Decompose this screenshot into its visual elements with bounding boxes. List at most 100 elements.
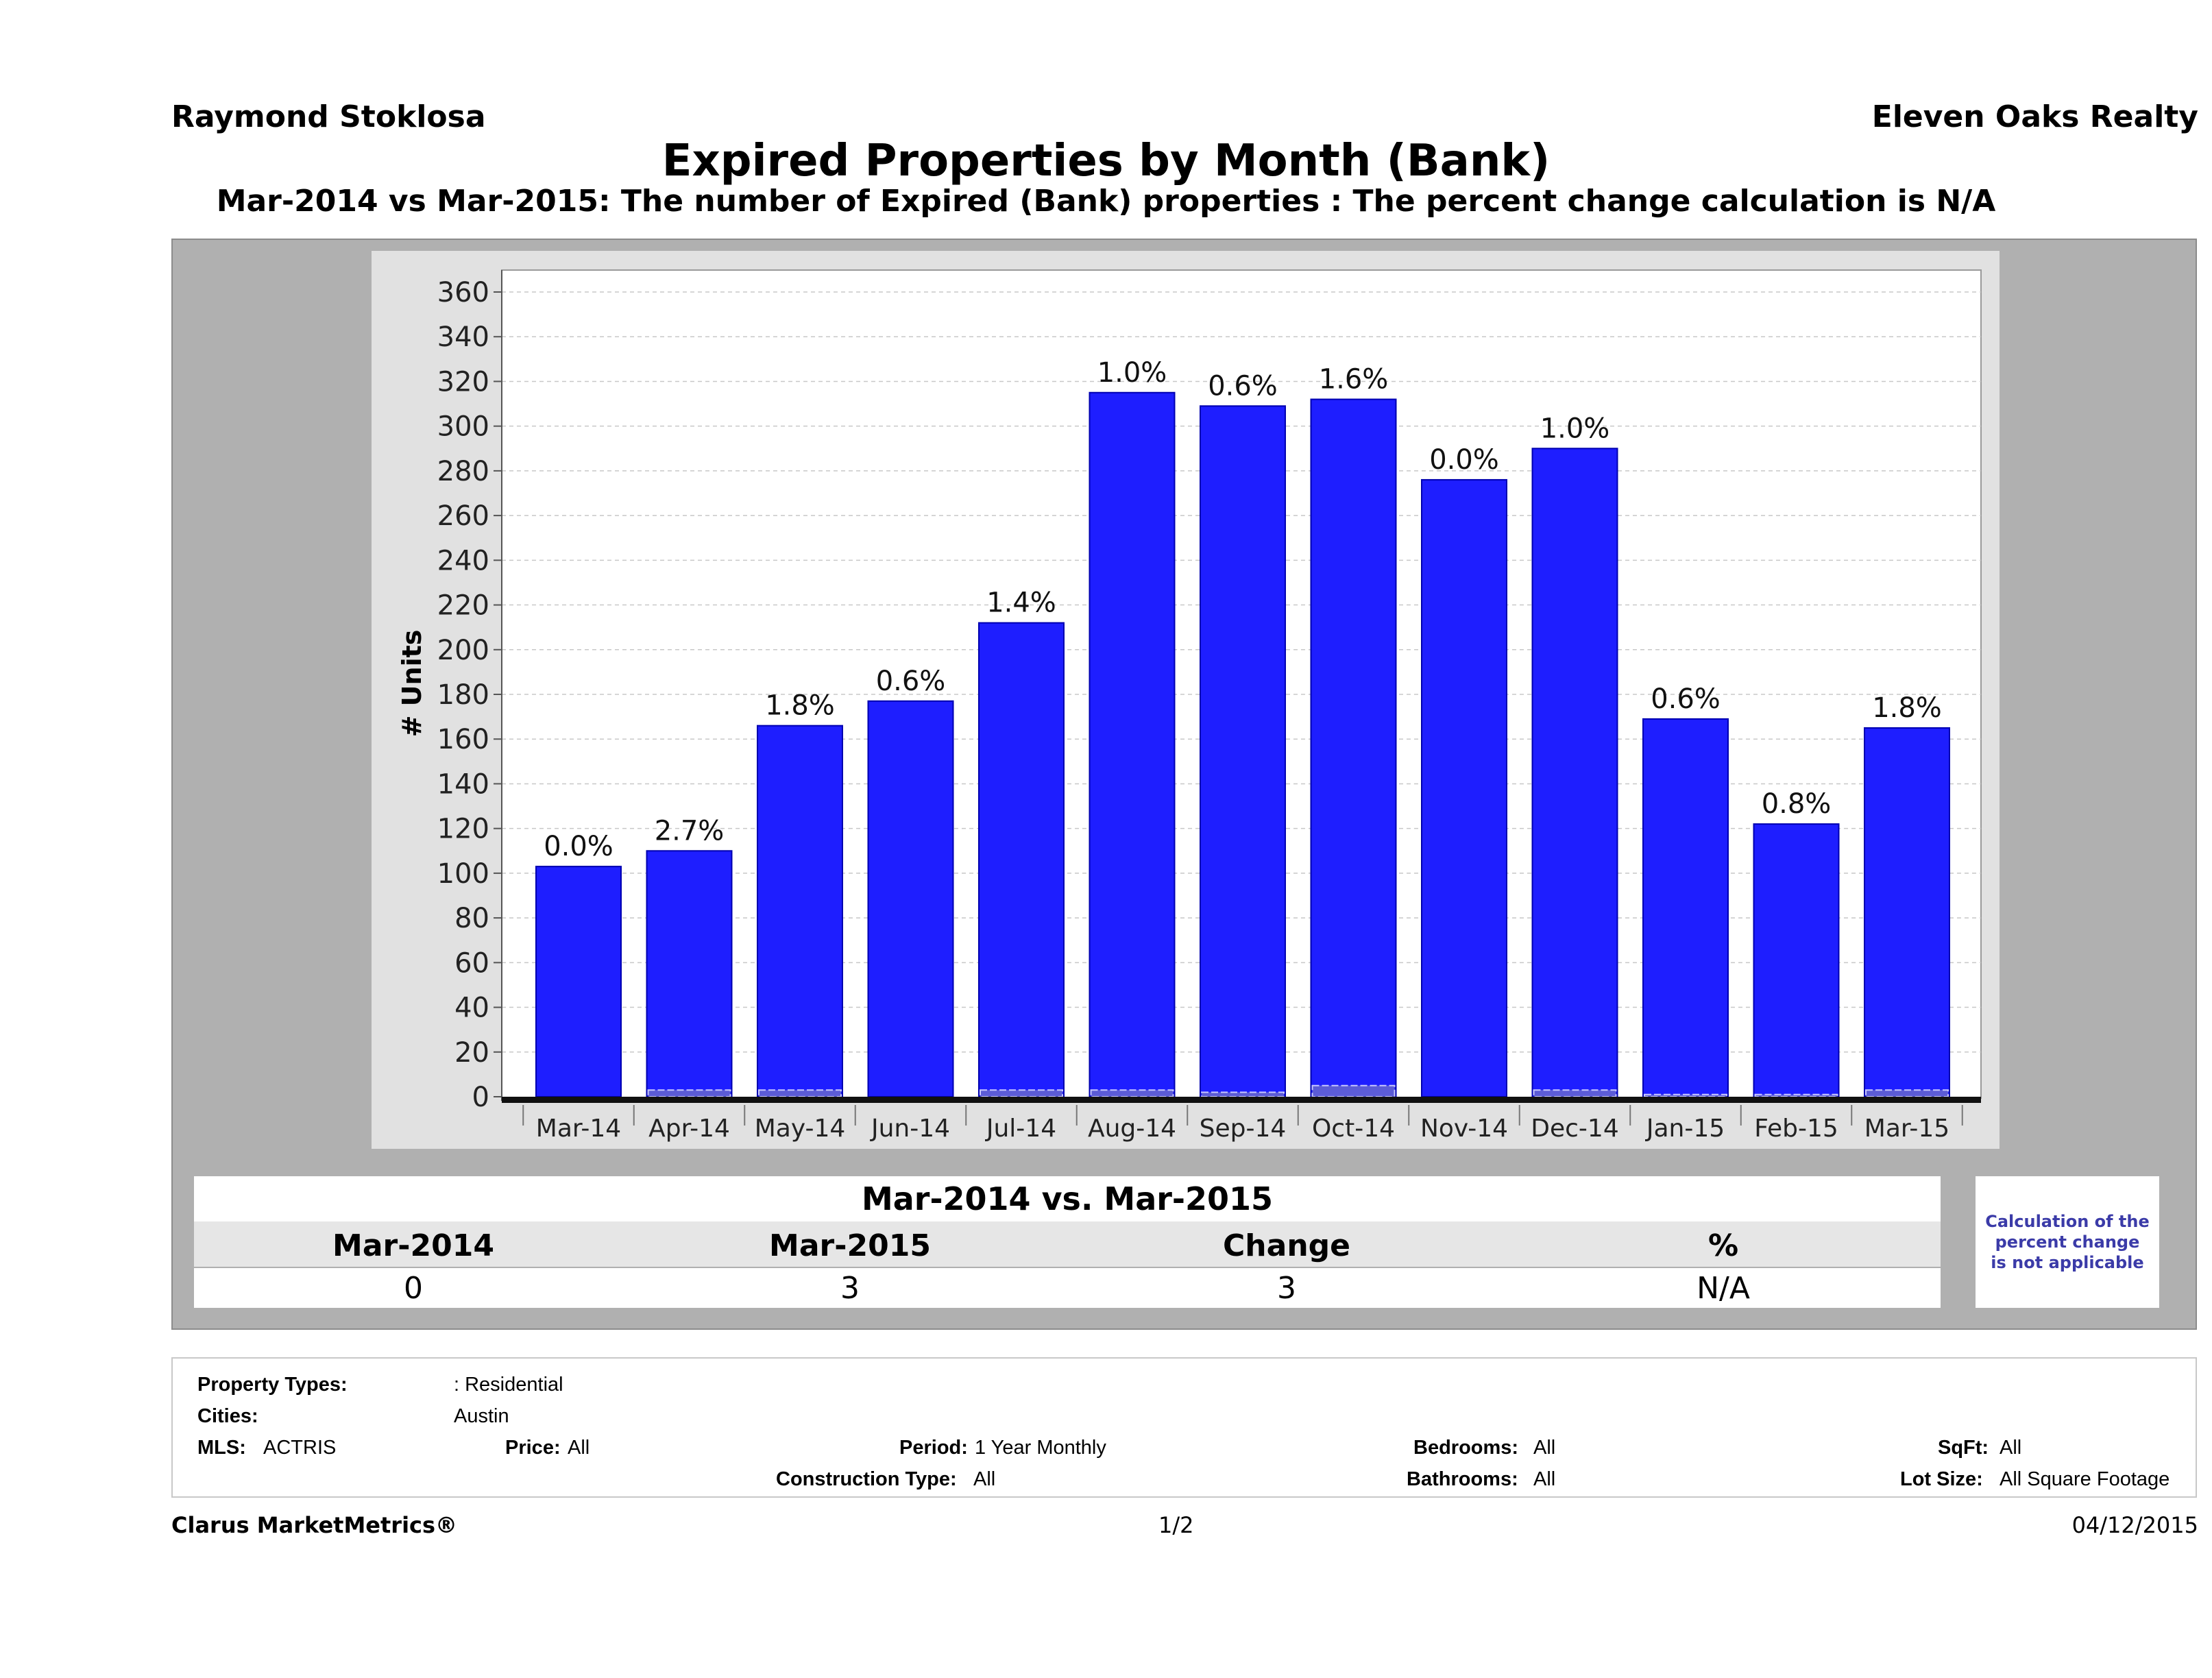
x-tick-label: Jul-14 — [985, 1115, 1056, 1143]
bar-may-14 — [757, 725, 843, 1097]
data-label: 1.8% — [1872, 692, 1942, 724]
y-tick-label: 320 — [437, 366, 489, 398]
summary-col-percent: % — [1707, 1228, 1739, 1263]
data-label: 1.6% — [1319, 364, 1389, 396]
data-label: 1.4% — [986, 587, 1056, 619]
footer-page-number: 1/2 — [1158, 1512, 1194, 1538]
construction-type-label: Construction Type: — [776, 1468, 957, 1490]
y-tick-label: 360 — [437, 277, 489, 308]
cities-label: Cities: — [197, 1405, 258, 1427]
bar-feb-15 — [1753, 823, 1840, 1098]
note-line-2: percent change — [1995, 1232, 2140, 1252]
bar-bank-oct-14 — [1311, 1084, 1396, 1098]
data-label: 1.8% — [765, 690, 835, 722]
bar-jan-15 — [1642, 718, 1729, 1097]
bar-jul-14 — [978, 622, 1065, 1097]
construction-type-value: All — [973, 1468, 996, 1490]
x-tick-label: Apr-14 — [648, 1115, 730, 1143]
summary-heading: Mar-2014 vs. Mar-2015 — [861, 1180, 1274, 1217]
x-tick-label: Oct-14 — [1312, 1115, 1395, 1143]
data-label: 2.7% — [655, 815, 725, 847]
summary-value-start: 0 — [404, 1271, 423, 1306]
bar-apr-14 — [646, 850, 733, 1097]
x-tick-label: Mar-15 — [1864, 1115, 1949, 1143]
x-axis-baseline — [502, 1097, 1981, 1103]
x-tick-label: Sep-14 — [1200, 1115, 1287, 1143]
footer-brand: Clarus MarketMetrics® — [171, 1512, 458, 1538]
y-tick-label: 180 — [437, 679, 489, 711]
bar-bank-sep-14 — [1201, 1091, 1285, 1098]
bar-bank-aug-14 — [1090, 1089, 1174, 1098]
summary-value-change: 3 — [1277, 1271, 1296, 1306]
sqft-label: SqFt: — [1938, 1437, 1989, 1459]
data-label: 0.0% — [1429, 444, 1499, 476]
summary-col-change: Change — [1223, 1228, 1350, 1263]
y-tick-label: 100 — [437, 858, 489, 890]
property-types-label: Property Types: — [197, 1374, 348, 1396]
y-tick-label: 120 — [437, 814, 489, 845]
sqft-value: All — [2000, 1437, 2022, 1459]
price-label: Price: — [505, 1437, 561, 1459]
data-label: 0.8% — [1762, 788, 1832, 820]
note-line-3: is not applicable — [1991, 1253, 2144, 1272]
x-tick-label: Dec-14 — [1531, 1115, 1618, 1143]
bar-jun-14 — [867, 700, 954, 1097]
lot-size-label: Lot Size: — [1900, 1468, 1983, 1490]
data-label: 1.0% — [1540, 413, 1610, 444]
bathrooms-label: Bathrooms: — [1407, 1468, 1518, 1490]
x-tick-label: Jun-14 — [870, 1115, 950, 1143]
x-tick-label: May-14 — [755, 1115, 846, 1143]
filter-criteria-box: Property Types: : Residential Cities: Au… — [171, 1357, 2197, 1498]
y-tick-label: 60 — [454, 947, 489, 979]
bar-mar-14 — [535, 866, 622, 1097]
period-label: Period: — [899, 1437, 968, 1459]
cities-value: Austin — [454, 1405, 509, 1427]
bedrooms-label: Bedrooms: — [1413, 1437, 1519, 1459]
chart-subtitle: Mar-2014 vs Mar-2015: The number of Expi… — [216, 184, 1996, 219]
y-tick-label: 260 — [437, 500, 489, 532]
mls-label: MLS: — [197, 1437, 246, 1459]
mls-value: ACTRIS — [263, 1437, 337, 1459]
bar-bank-may-14 — [758, 1089, 842, 1098]
summary-col-end: Mar-2015 — [769, 1228, 931, 1263]
bar-aug-14 — [1089, 391, 1176, 1097]
y-tick-label: 340 — [437, 321, 489, 353]
note-line-1: Calculation of the — [1985, 1212, 2150, 1231]
data-label: 0.0% — [544, 831, 613, 862]
property-types-value: : Residential — [454, 1374, 563, 1396]
y-tick-label: 200 — [437, 635, 489, 666]
y-tick-label: 280 — [437, 456, 489, 487]
bedrooms-value: All — [1533, 1437, 1556, 1459]
data-label: 1.0% — [1097, 357, 1167, 389]
y-tick-label: 20 — [454, 1037, 489, 1069]
bar-sep-14 — [1200, 405, 1286, 1098]
summary-value-end: 3 — [840, 1271, 860, 1306]
y-tick-label: 220 — [437, 590, 489, 622]
summary-value-percent: N/A — [1697, 1271, 1750, 1306]
price-value: All — [568, 1437, 590, 1459]
percent-change-note: Calculation of the percent change is not… — [1976, 1176, 2159, 1308]
x-tick-label: Nov-14 — [1420, 1115, 1508, 1143]
x-tick-label: Mar-14 — [536, 1115, 621, 1143]
y-tick-label: 300 — [437, 411, 489, 443]
data-label: 0.6% — [1651, 683, 1721, 715]
bar-nov-14 — [1421, 478, 1507, 1097]
y-tick-label: 160 — [437, 724, 489, 755]
bar-bank-jul-14 — [980, 1089, 1063, 1098]
summary-columns-row: Mar-2014 Mar-2015 Change % — [194, 1221, 1941, 1267]
x-tick-label: Feb-15 — [1754, 1115, 1838, 1143]
bar-dec-14 — [1531, 448, 1618, 1097]
bar-mar-15 — [1864, 727, 1950, 1097]
bathrooms-value: All — [1533, 1468, 1556, 1490]
data-label: 0.6% — [876, 666, 946, 697]
y-tick-label: 40 — [454, 993, 489, 1024]
y-tick-label: 0 — [472, 1082, 489, 1113]
bar-bank-feb-15 — [1754, 1093, 1838, 1098]
bar-bank-apr-14 — [647, 1089, 731, 1098]
footer-date: 04/12/2015 — [2071, 1512, 2198, 1538]
x-tick-label: Jan-15 — [1645, 1115, 1725, 1143]
chart-title: Expired Properties by Month (Bank) — [661, 136, 1551, 186]
period-value: 1 Year Monthly — [975, 1437, 1106, 1459]
bar-chart: 0 20 40 60 80 100 120 140 160 180 200 220 240 260 280 3… — [397, 269, 1982, 1143]
summary-values-row: 0 3 3 N/A — [194, 1268, 1941, 1308]
